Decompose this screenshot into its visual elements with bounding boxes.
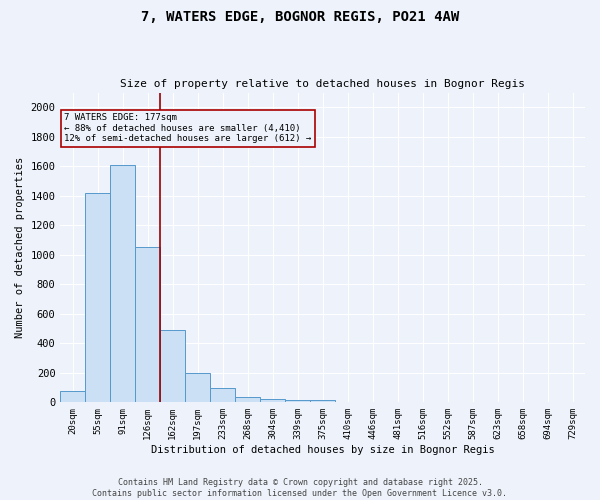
Bar (85, 193, 110, 402)
Y-axis label: Number of detached properties: Number of detached properties (15, 157, 25, 338)
Text: 7, WATERS EDGE, BOGNOR REGIS, PO21 4AW: 7, WATERS EDGE, BOGNOR REGIS, PO21 4AW (141, 10, 459, 24)
Bar (185, 373, 210, 402)
Bar (235, 397, 260, 402)
Bar (260, 398, 285, 402)
Bar (136, 248, 160, 402)
Bar (160, 330, 185, 402)
Bar (110, 165, 136, 402)
Title: Size of property relative to detached houses in Bognor Regis: Size of property relative to detached ho… (120, 79, 525, 89)
Bar (310, 400, 335, 402)
Bar (61, 390, 85, 402)
Text: Contains HM Land Registry data © Crown copyright and database right 2025.
Contai: Contains HM Land Registry data © Crown c… (92, 478, 508, 498)
Bar (210, 388, 235, 402)
Bar (285, 400, 310, 402)
Text: 7 WATERS EDGE: 177sqm
← 88% of detached houses are smaller (4,410)
12% of semi-d: 7 WATERS EDGE: 177sqm ← 88% of detached … (64, 113, 311, 143)
X-axis label: Distribution of detached houses by size in Bognor Regis: Distribution of detached houses by size … (151, 445, 494, 455)
